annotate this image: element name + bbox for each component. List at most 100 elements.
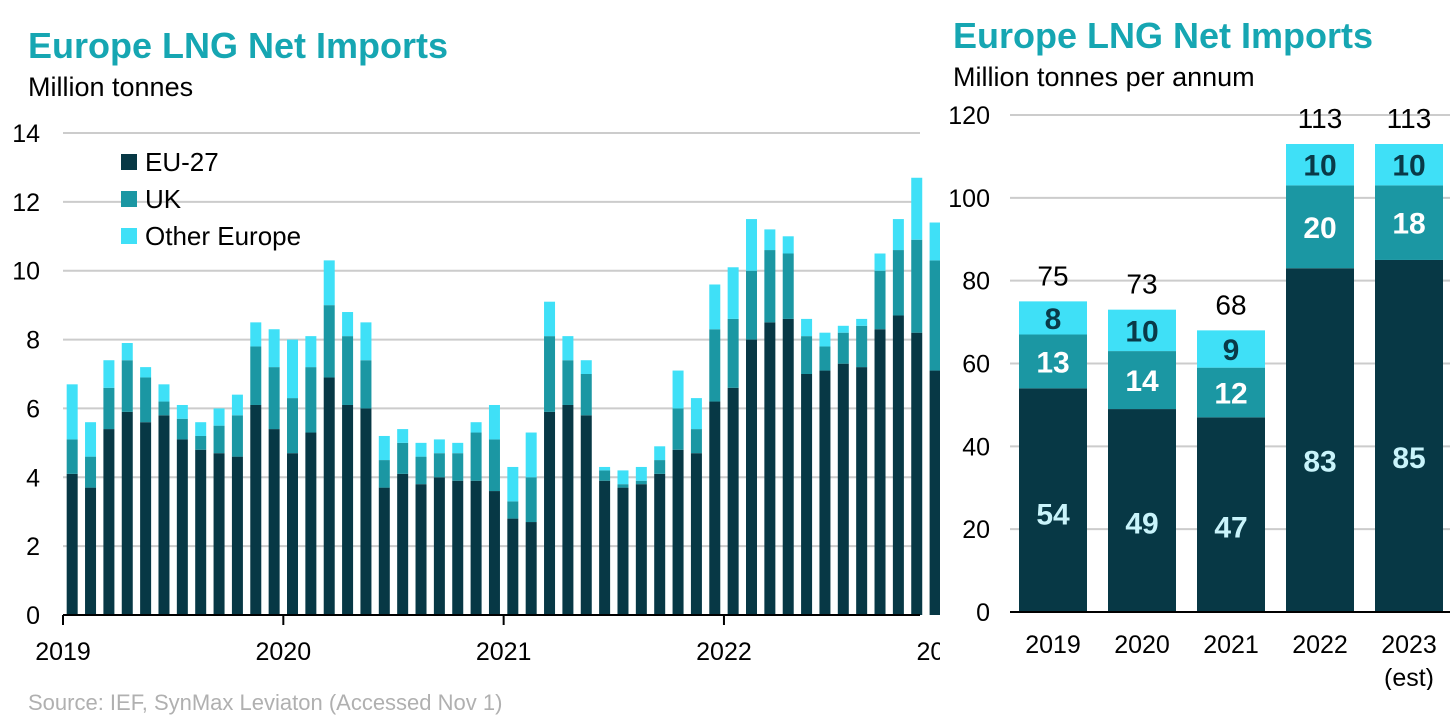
bar-segment-other-europe — [452, 442, 464, 454]
bar-segment-uk — [782, 253, 794, 319]
bar-segment-other-europe — [837, 325, 849, 333]
x-tick-label: 2019 — [1025, 631, 1081, 659]
y-tick-label: 6 — [26, 395, 40, 423]
bar-segment-eu-27 — [195, 449, 207, 615]
bar-segment-other-europe — [856, 318, 868, 326]
bar-segment-eu-27 — [690, 453, 702, 615]
total-label: 75 — [1037, 260, 1068, 291]
bar-segment-other-europe — [654, 446, 666, 461]
bar-segment-eu-27 — [1019, 388, 1087, 612]
x-tick-label: 2020 — [256, 638, 312, 666]
y-tick-label: 20 — [962, 516, 990, 544]
y-tick-label: 2 — [26, 533, 40, 561]
bar-segment-other-europe — [85, 422, 97, 457]
y-tick-label: 0 — [26, 602, 40, 630]
x-tick-label: 2022 — [1292, 631, 1348, 659]
left-bars — [66, 177, 940, 615]
bar-segment-eu-27 — [378, 487, 390, 615]
y-tick-label: 0 — [976, 599, 990, 627]
bar-segment-other-europe — [158, 384, 170, 402]
bar-segment-uk — [1286, 185, 1354, 269]
left-chart-subtitle: Million tonnes — [28, 72, 194, 102]
segment-label: 18 — [1392, 208, 1425, 241]
bar-segment-eu-27 — [562, 404, 574, 615]
x-tick-label: 2022 — [696, 638, 752, 666]
bar-segment-eu-27 — [929, 370, 940, 615]
bar-segment-uk — [85, 456, 97, 488]
bar-segment-other-europe — [360, 322, 372, 361]
bar-segment-other-europe — [250, 322, 262, 347]
bar-segment-other-europe — [342, 312, 354, 337]
bar-segment-eu-27 — [544, 411, 556, 615]
bar-segment-eu-27 — [599, 480, 611, 615]
y-tick-label: 12 — [12, 189, 40, 217]
right-chart-title: Europe LNG Net Imports — [953, 15, 1374, 56]
total-label: 68 — [1215, 289, 1246, 320]
legend: EU-27 UK Other Europe — [121, 147, 301, 251]
segment-label: 20 — [1303, 212, 1336, 245]
bar-segment-uk — [103, 387, 115, 430]
segment-label: 9 — [1223, 334, 1240, 367]
segment-label: 10 — [1392, 150, 1425, 183]
x-tick-label: 2021 — [476, 638, 532, 666]
bar-segment-eu-27 — [1375, 259, 1443, 612]
bar-segment-eu-27 — [415, 484, 427, 615]
x-tick-label: 2023 — [1381, 631, 1437, 659]
bar-segment-other-europe — [470, 422, 482, 433]
segment-label: 8 — [1045, 303, 1062, 336]
bar-segment-other-europe — [1197, 330, 1265, 368]
legend-label: EU-27 — [145, 147, 219, 177]
bar-segment-uk — [231, 415, 243, 457]
bar-segment-other-europe — [782, 236, 794, 254]
bar-segment-eu-27 — [176, 439, 188, 615]
bar-segment-eu-27 — [250, 404, 262, 615]
bar-segment-eu-27 — [433, 477, 445, 615]
right-labels: 54 13 8 75 49 14 10 73 47 12 9 68 83 20 10 113 85 18 10 113 — [1036, 103, 1431, 544]
segment-label: 83 — [1303, 446, 1336, 479]
bar-segment-other-europe — [929, 222, 940, 261]
segment-label: 47 — [1214, 511, 1247, 544]
bar-segment-other-europe — [874, 253, 886, 271]
bar-segment-eu-27 — [892, 315, 904, 615]
segment-label: 85 — [1392, 442, 1425, 475]
bar-segment-eu-27 — [635, 484, 647, 615]
bar-segment-uk — [452, 453, 464, 481]
bar-segment-uk — [121, 360, 133, 412]
right-chart-subtitle: Million tonnes per annum — [953, 62, 1255, 92]
bar-segment-eu-27 — [580, 415, 592, 615]
bar-segment-eu-27 — [488, 491, 500, 615]
source-note: Source: IEF, SynMax Leviaton (Accessed N… — [28, 690, 503, 715]
bar-segment-eu-27 — [1197, 417, 1265, 612]
bar-segment-eu-27 — [709, 401, 721, 615]
bar-segment-other-europe — [305, 336, 317, 368]
left-y-axis-ticks: 0 2 4 6 8 10 12 14 — [12, 120, 40, 630]
bar-segment-eu-27 — [856, 367, 868, 615]
bar-segment-eu-27 — [525, 522, 537, 615]
bar-segment-uk — [433, 453, 445, 478]
bar-segment-uk — [1197, 367, 1265, 418]
bar-segment-other-europe — [433, 439, 445, 454]
bar-segment-eu-27 — [470, 480, 482, 615]
bar-segment-uk — [525, 477, 537, 523]
bar-segment-uk — [654, 460, 666, 474]
bar-segment-uk — [415, 456, 427, 485]
y-tick-label: 100 — [948, 185, 990, 213]
legend-swatch — [121, 191, 137, 207]
bar-segment-eu-27 — [140, 422, 152, 615]
left-x-axis: 2019 2020 2021 2022 2023 — [35, 614, 940, 666]
bar-segment-uk — [874, 270, 886, 330]
bar-segment-uk — [397, 442, 409, 474]
right-bars — [1019, 143, 1443, 612]
bar-segment-uk — [323, 305, 335, 378]
bar-segment-eu-27 — [231, 456, 243, 615]
bar-segment-uk — [819, 346, 831, 371]
bar-segment-eu-27 — [1286, 268, 1354, 612]
bar-segment-uk — [911, 239, 923, 333]
bar-segment-uk — [213, 425, 225, 454]
bar-segment-other-europe — [819, 332, 831, 347]
bar-segment-other-europe — [892, 219, 904, 251]
bar-segment-other-europe — [580, 360, 592, 374]
bar-segment-eu-27 — [837, 363, 849, 615]
bar-segment-uk — [580, 374, 592, 416]
segment-label: 10 — [1303, 150, 1336, 183]
